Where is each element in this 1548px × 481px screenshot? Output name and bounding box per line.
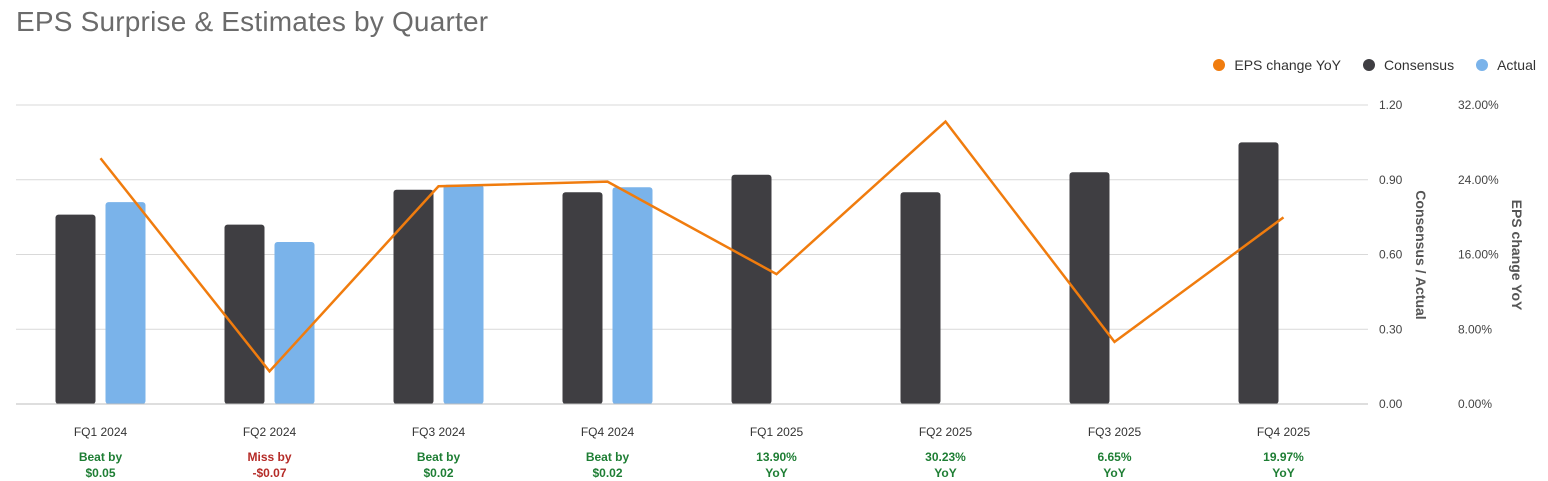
x-tick-label: FQ1 2025: [750, 425, 804, 439]
actual-bar: [105, 202, 146, 404]
actual-bar: [274, 242, 315, 404]
surprise-note-line1: 19.97%: [1263, 450, 1304, 464]
y-right-tick-label: 16.00%: [1458, 248, 1499, 262]
legend-item-actual[interactable]: Actual: [1476, 57, 1536, 73]
x-tick-label: FQ4 2024: [581, 425, 635, 439]
x-tick-label: FQ3 2024: [412, 425, 466, 439]
legend-dot-icon: [1476, 59, 1489, 71]
consensus-bar: [1238, 142, 1279, 404]
surprise-note-line2: YoY: [765, 466, 787, 480]
surprise-note-line1: Beat by: [586, 450, 630, 464]
chart-title: EPS Surprise & Estimates by Quarter: [16, 6, 489, 37]
y-left-tick-label: 1.20: [1379, 98, 1403, 112]
surprise-note-line1: 30.23%: [925, 450, 966, 464]
legend-label: EPS change YoY: [1234, 57, 1342, 73]
y-right-axis-title: EPS change YoY: [1509, 200, 1525, 311]
legend-label: Actual: [1497, 57, 1536, 73]
x-tick-label: FQ1 2024: [74, 425, 128, 439]
y-right-tick-label: 8.00%: [1458, 322, 1492, 336]
surprise-note-line2: YoY: [1103, 466, 1125, 480]
surprise-note-line2: YoY: [1272, 466, 1294, 480]
actual-bar: [612, 187, 653, 404]
y-left-tick-label: 0.90: [1379, 173, 1403, 187]
surprise-note-line1: 13.90%: [756, 450, 797, 464]
consensus-bar: [900, 192, 941, 404]
legend-item-consensus[interactable]: Consensus: [1363, 57, 1454, 73]
y-right-tick-label: 32.00%: [1458, 98, 1499, 112]
x-tick-label: FQ3 2025: [1088, 425, 1142, 439]
legend-dot-icon: [1213, 59, 1226, 71]
surprise-note-line2: $0.02: [423, 466, 453, 480]
y-left-axis-title: Consensus / Actual: [1413, 190, 1429, 319]
actual-bar: [443, 184, 484, 404]
consensus-bar: [731, 174, 772, 404]
surprise-note-line2: -$0.07: [252, 466, 286, 480]
surprise-note-line1: 6.65%: [1097, 450, 1131, 464]
surprise-note-line2: $0.02: [592, 466, 622, 480]
surprise-note-line1: Beat by: [79, 450, 123, 464]
surprise-note-line2: $0.05: [85, 466, 115, 480]
x-tick-label: FQ2 2024: [243, 425, 297, 439]
x-tick-label: FQ4 2025: [1257, 425, 1311, 439]
surprise-note-line2: YoY: [934, 466, 956, 480]
y-left-tick-label: 0.00: [1379, 397, 1403, 411]
surprise-note-line1: Miss by: [247, 450, 291, 464]
x-tick-label: FQ2 2025: [919, 425, 973, 439]
y-left-tick-label: 0.30: [1379, 322, 1403, 336]
y-right-tick-label: 0.00%: [1458, 397, 1492, 411]
y-left-tick-label: 0.60: [1379, 248, 1403, 262]
consensus-bar: [393, 189, 434, 404]
legend-item-eps-change[interactable]: EPS change YoY: [1213, 57, 1341, 73]
consensus-bar: [55, 214, 96, 404]
legend-dot-icon: [1363, 59, 1376, 71]
consensus-bar: [1069, 172, 1110, 404]
consensus-bar: [562, 192, 603, 404]
eps-change-line: [99, 119, 1285, 374]
surprise-note-line1: Beat by: [417, 450, 461, 464]
chart-legend: EPS change YoY Consensus Actual: [1213, 57, 1536, 73]
y-right-tick-label: 24.00%: [1458, 173, 1499, 187]
consensus-bar: [224, 224, 265, 404]
legend-label: Consensus: [1384, 57, 1455, 73]
